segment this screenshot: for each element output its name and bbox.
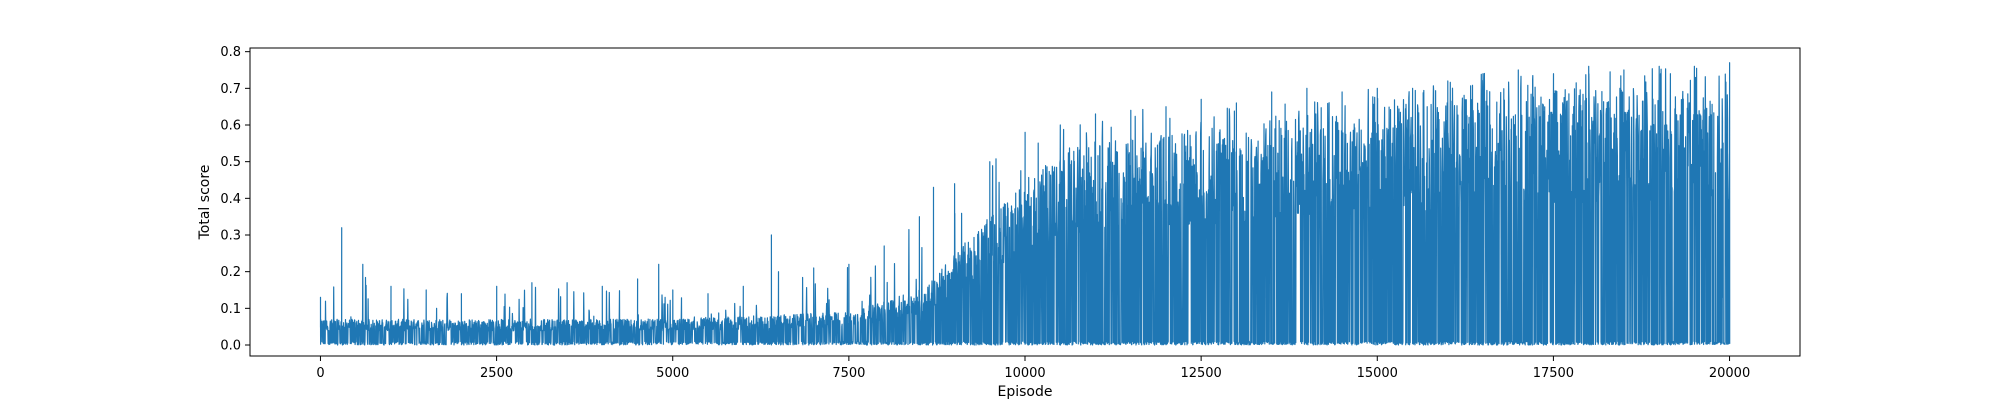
x-axis: 0 2500 5000 7500 10000 12500 15000 17500 20000 — [316, 356, 1750, 381]
x-tick-label: 12500 — [1180, 366, 1221, 381]
y-tick-label: 0.5 — [220, 155, 241, 170]
y-axis: 0.0 0.1 0.2 0.3 0.4 0.5 0.6 0.7 0.8 — [220, 45, 250, 354]
y-tick-label: 0.8 — [220, 45, 241, 60]
y-tick-label: 0.2 — [220, 265, 241, 280]
y-tick-label: 0.6 — [220, 119, 241, 134]
x-axis-label: Episode — [998, 384, 1053, 400]
x-tick-label: 20000 — [1709, 366, 1750, 381]
x-tick-label: 5000 — [656, 366, 689, 381]
plot-area — [319, 62, 1731, 346]
y-tick-label: 0.4 — [220, 192, 241, 207]
y-axis-label: Total score — [197, 165, 213, 241]
x-tick-label: 10000 — [1004, 366, 1045, 381]
y-tick-label: 0.7 — [220, 82, 241, 97]
x-tick-label: 7500 — [832, 366, 865, 381]
x-tick-label: 15000 — [1357, 366, 1398, 381]
x-tick-label: 2500 — [480, 366, 513, 381]
x-tick-label: 17500 — [1533, 366, 1574, 381]
y-tick-label: 0.1 — [220, 302, 241, 317]
series-line — [319, 62, 1731, 346]
x-tick-label: 0 — [316, 366, 324, 381]
y-tick-label: 0.3 — [220, 229, 241, 244]
y-tick-label: 0.0 — [220, 339, 241, 354]
